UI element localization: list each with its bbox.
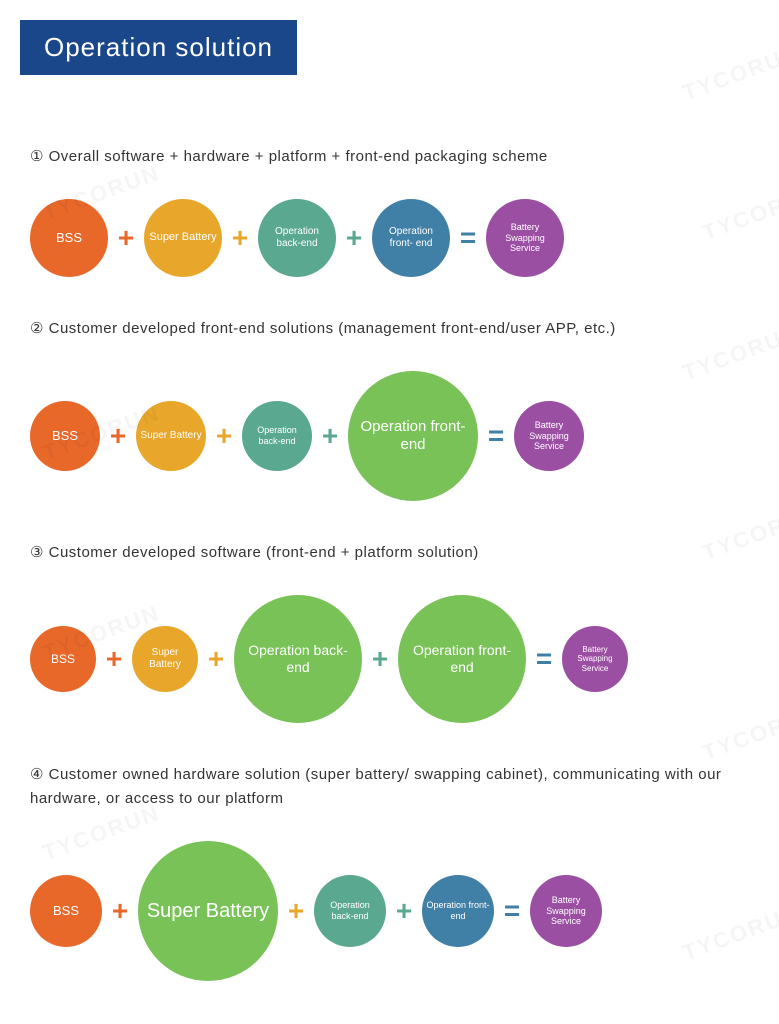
plus-operator: +	[342, 222, 366, 254]
flow-node: Super Battery	[132, 626, 198, 692]
solution-section: ③ Customer developed software (front-end…	[30, 541, 759, 723]
sections-container: ① Overall software + hardware + platform…	[0, 145, 779, 981]
flow-node: Operation front-end	[398, 595, 526, 723]
flow-node: Battery Swapping Service	[486, 199, 564, 277]
flow-node: BSS	[30, 401, 100, 471]
plus-operator: +	[114, 222, 138, 254]
flow-node: Super Battery	[138, 841, 278, 981]
plus-operator: +	[108, 895, 132, 927]
plus-operator: +	[212, 420, 236, 452]
flow-node: Battery Swapping Service	[530, 875, 602, 947]
flow-node: Super Battery	[136, 401, 206, 471]
plus-operator: +	[204, 643, 228, 675]
flow-row: BSS+Super Battery+Operation back-end+Ope…	[30, 841, 759, 981]
flow-node: Battery Swapping Service	[514, 401, 584, 471]
flow-node: BSS	[30, 875, 102, 947]
plus-operator: +	[228, 222, 252, 254]
flow-node: Operation front- end	[372, 199, 450, 277]
section-heading: ③ Customer developed software (front-end…	[30, 541, 759, 565]
flow-node: BSS	[30, 626, 96, 692]
flow-row: BSS+Super Battery+Operation back-end+Ope…	[30, 595, 759, 723]
equals-operator: =	[456, 222, 480, 254]
plus-operator: +	[106, 420, 130, 452]
flow-node: Operation back-end	[234, 595, 362, 723]
solution-section: ④ Customer owned hardware solution (supe…	[30, 763, 759, 981]
plus-operator: +	[284, 895, 308, 927]
plus-operator: +	[392, 895, 416, 927]
equals-operator: =	[532, 643, 556, 675]
equals-operator: =	[500, 895, 524, 927]
plus-operator: +	[102, 643, 126, 675]
equals-operator: =	[484, 420, 508, 452]
flow-node: Operation back-end	[242, 401, 312, 471]
page-title: Operation solution	[20, 20, 297, 75]
flow-node: Operation front- end	[348, 371, 478, 501]
flow-row: BSS+Super Battery+Operation back-end+Ope…	[30, 371, 759, 501]
section-heading: ① Overall software + hardware + platform…	[30, 145, 759, 169]
flow-node: Operation back-end	[258, 199, 336, 277]
solution-section: ① Overall software + hardware + platform…	[30, 145, 759, 277]
plus-operator: +	[318, 420, 342, 452]
flow-node: Super Battery	[144, 199, 222, 277]
solution-section: ② Customer developed front-end solutions…	[30, 317, 759, 501]
flow-node: Operation front- end	[422, 875, 494, 947]
section-heading: ④ Customer owned hardware solution (supe…	[30, 763, 759, 811]
flow-node: BSS	[30, 199, 108, 277]
flow-node: Battery Swapping Service	[562, 626, 628, 692]
flow-node: Operation back-end	[314, 875, 386, 947]
plus-operator: +	[368, 643, 392, 675]
section-heading: ② Customer developed front-end solutions…	[30, 317, 759, 341]
flow-row: BSS+Super Battery+Operation back-end+Ope…	[30, 199, 759, 277]
watermark: TYCORUN	[679, 40, 779, 106]
